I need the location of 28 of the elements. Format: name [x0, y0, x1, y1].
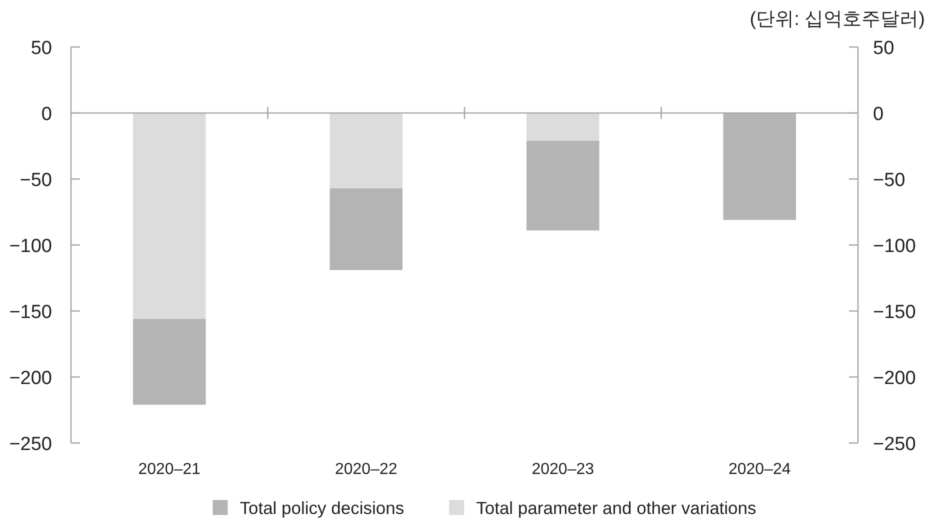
y2-tick-label: −200	[873, 368, 916, 389]
x-tick-label: 2020–21	[138, 461, 201, 478]
y-tick-label: 50	[30, 38, 52, 59]
y2-tick-label: −250	[873, 434, 916, 455]
y2-tick-label: −100	[873, 236, 916, 257]
bar	[526, 140, 600, 230]
y-tick-label: −150	[9, 302, 52, 323]
bar	[132, 113, 206, 319]
y2-tick-label: 0	[873, 104, 884, 125]
y2-tick-label: −50	[873, 170, 906, 191]
x-tick-label: 2020–22	[334, 461, 398, 478]
y-tick-label: −100	[9, 236, 52, 257]
bar	[330, 188, 403, 270]
bar	[132, 318, 206, 405]
y-tick-label: −50	[20, 170, 52, 191]
legend-label: Total parameter and other variations	[476, 498, 757, 518]
y-tick-label: 0	[41, 104, 52, 125]
y2-tick-label: −150	[873, 302, 916, 323]
x-tick-label: 2020–24	[728, 461, 791, 478]
bar	[330, 113, 403, 188]
x-tick-label: 2020–23	[532, 461, 594, 478]
bar	[723, 113, 796, 220]
bar	[526, 113, 600, 141]
text: (단위: 십억호주달러)	[750, 9, 925, 30]
y2-tick-label: 50	[873, 38, 894, 59]
y-tick-label: −200	[9, 368, 52, 389]
y-tick-label: −250	[9, 434, 52, 455]
legend-label: Total policy decisions	[240, 498, 404, 518]
